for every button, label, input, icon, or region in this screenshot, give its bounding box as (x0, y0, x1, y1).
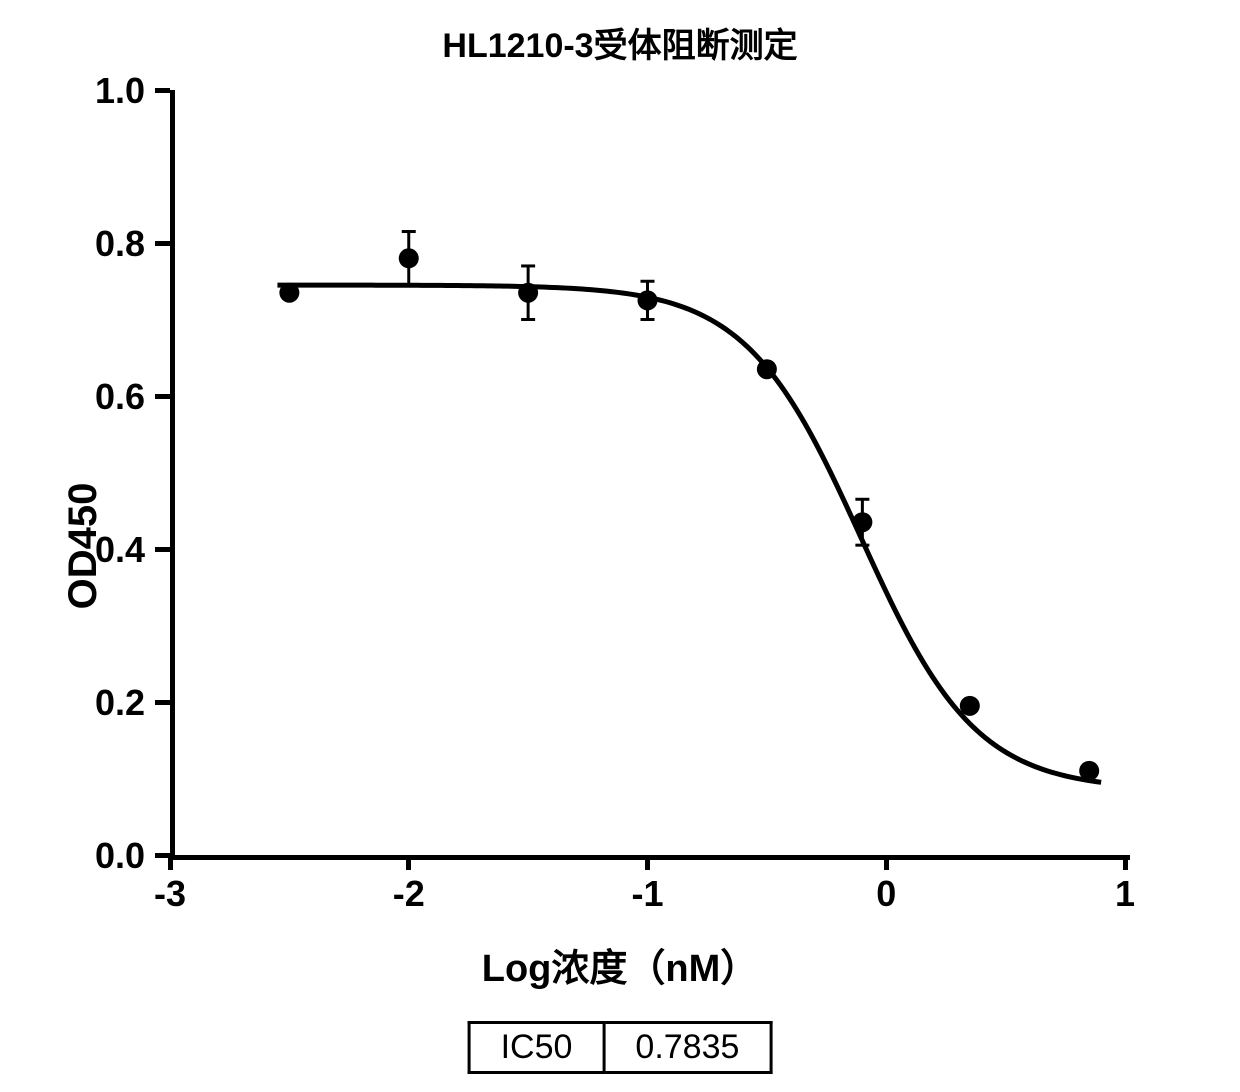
data-point (518, 283, 538, 303)
y-tick-label: 0.2 (75, 682, 145, 724)
x-tick-label: -1 (631, 873, 663, 915)
x-tick-label: -3 (154, 873, 186, 915)
y-tick (155, 241, 170, 246)
x-tick (884, 855, 889, 870)
data-point (399, 248, 419, 268)
y-tick (155, 700, 170, 705)
chart-title: HL1210-3受体阻断测定 (0, 18, 1240, 67)
x-tick (645, 855, 650, 870)
ic50-table: IC50 0.7835 (468, 1021, 773, 1074)
figure-container: HL1210-3受体阻断测定 OD450 Log浓度（nM） IC50 0.78… (0, 0, 1240, 1092)
ic50-label-cell: IC50 (469, 1023, 604, 1073)
y-tick (155, 547, 170, 552)
x-tick-label: -2 (393, 873, 425, 915)
x-tick (168, 855, 173, 870)
chart-svg (170, 90, 1130, 860)
y-tick-label: 0.0 (75, 835, 145, 877)
x-axis-label: Log浓度（nM） (0, 937, 1240, 992)
x-tick-label: 0 (876, 873, 896, 915)
y-tick-label: 0.8 (75, 223, 145, 265)
data-point (960, 696, 980, 716)
data-point (279, 283, 299, 303)
x-tick (1123, 855, 1128, 870)
data-point (1079, 761, 1099, 781)
data-point (852, 512, 872, 532)
x-tick (406, 855, 411, 870)
data-point (638, 290, 658, 310)
y-tick-label: 1.0 (75, 70, 145, 112)
y-tick-label: 0.4 (75, 529, 145, 571)
x-tick-label: 1 (1115, 873, 1135, 915)
ic50-value-cell: 0.7835 (604, 1023, 771, 1073)
data-point (757, 359, 777, 379)
y-tick (155, 88, 170, 93)
y-tick (155, 394, 170, 399)
y-tick-label: 0.6 (75, 376, 145, 418)
